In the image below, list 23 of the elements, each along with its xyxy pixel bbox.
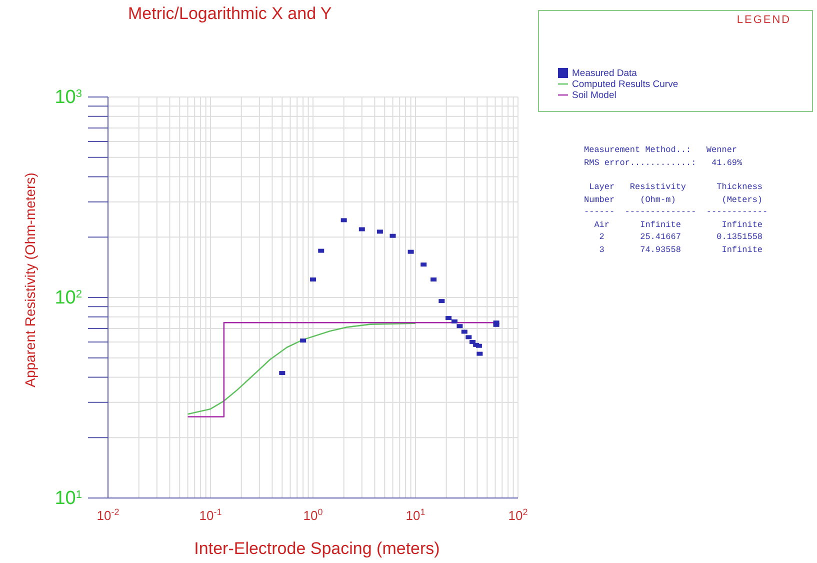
y-tick-label: 10$^{2}$ [54, 288, 82, 308]
legend-label: Computed Results Curve [572, 79, 678, 90]
text: 2 25.41667 0.1351558 [598, 232, 763, 242]
y-tick-label: 10$^{1}$ [54, 488, 82, 509]
text: 3 74.93558 Infinite [598, 244, 763, 254]
x-axis-title: Inter-Electrode Spacing (meters) [194, 539, 440, 558]
y-axis-title: Apparent Resistivity (Ohm-meters) [22, 172, 38, 388]
y-tick-label: 10$^{3}$ [54, 87, 82, 108]
text: Air Infinite Infinite [593, 220, 763, 230]
text: Measurement Method..: Wenner [584, 145, 738, 155]
x-tick-label: 10$^{0}$ [303, 507, 323, 523]
x-tick-label: 10$^{-1}$ [199, 507, 222, 523]
text: Layer Resistivity Thickness [588, 182, 763, 192]
x-tick-label: 10$^{1}$ [406, 507, 426, 523]
legend-title: LEGEND [736, 14, 792, 26]
text: Number (Ohm-m) (Meters) [584, 194, 763, 204]
text: ------ -------------- ------------ [584, 207, 768, 217]
chart-title: Metric/Logarithmic X and Y [128, 4, 332, 23]
x-tick-label: 10$^{-2}$ [96, 507, 120, 523]
legend-label: Measured Data [572, 68, 637, 79]
x-tick-label: 10$^{2}$ [508, 507, 528, 523]
legend-label: Soil Model [572, 90, 616, 101]
text: RMS error............: 41.69% [584, 158, 742, 168]
